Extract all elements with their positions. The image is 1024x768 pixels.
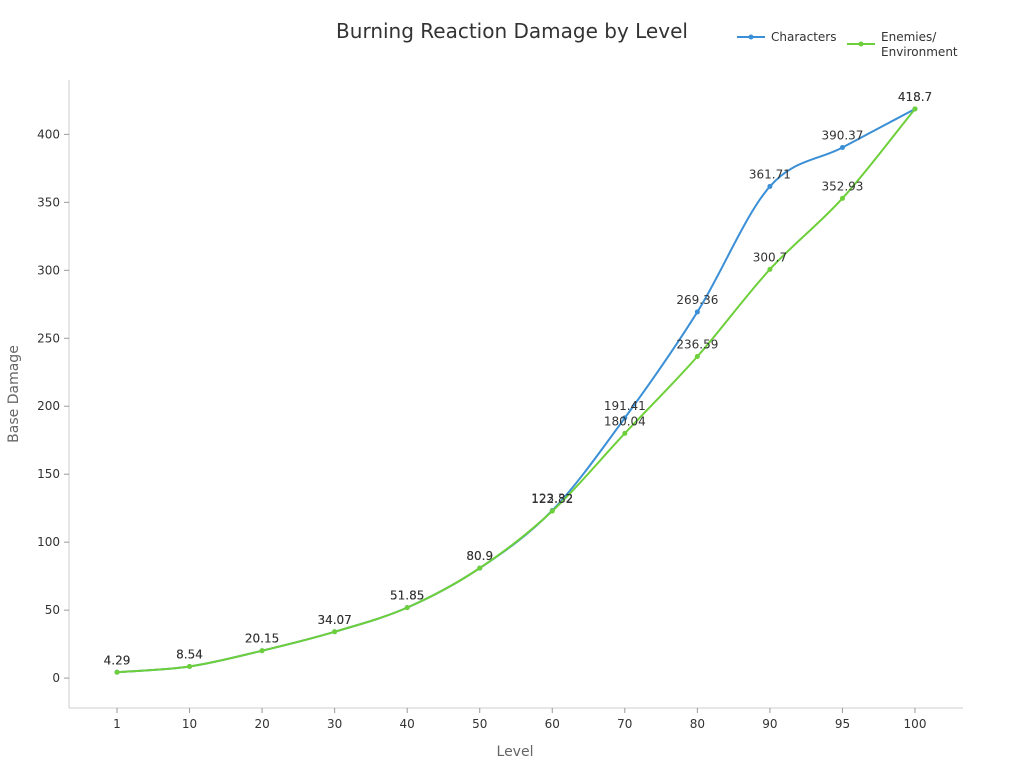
- data-label: 51.85: [390, 589, 424, 603]
- legend-label: Enemies/Environment: [881, 30, 958, 59]
- legend-label: Characters: [771, 30, 837, 44]
- data-label: 51.85: [390, 589, 424, 603]
- data-label: 20.15: [245, 632, 279, 646]
- data-point: [114, 669, 120, 675]
- data-label: 269.36: [676, 293, 718, 307]
- data-point: [622, 415, 628, 421]
- y-tick-label: 350: [37, 195, 60, 209]
- data-label: 418.7: [898, 90, 932, 104]
- data-label: 122.82: [531, 492, 573, 506]
- data-point: [332, 629, 338, 635]
- data-label: 4.29: [104, 653, 131, 667]
- y-tick-label: 200: [37, 399, 60, 413]
- y-tick-label: 50: [45, 603, 60, 617]
- x-tick-label: 40: [400, 717, 415, 731]
- x-tick-label: 30: [327, 717, 342, 731]
- y-tick-label: 100: [37, 535, 60, 549]
- x-tick-label: 100: [904, 717, 927, 731]
- x-tick-label: 10: [182, 717, 197, 731]
- data-label: 20.15: [245, 632, 279, 646]
- data-label: 34.07: [317, 613, 351, 627]
- data-label: 80.9: [466, 549, 493, 563]
- data-label: 236.59: [676, 337, 718, 351]
- data-point: [694, 309, 700, 315]
- data-point: [839, 195, 845, 201]
- data-point: [404, 605, 410, 611]
- y-tick-label: 0: [52, 671, 60, 685]
- legend-marker: [858, 41, 864, 47]
- data-point: [767, 183, 773, 189]
- series-line-1: [116, 108, 916, 674]
- data-point: [187, 663, 193, 669]
- data-label: 300.7: [753, 250, 787, 264]
- data-point: [839, 144, 845, 150]
- data-label: 8.54: [176, 647, 203, 661]
- legend-marker: [748, 34, 754, 40]
- data-label: 4.29: [104, 653, 131, 667]
- data-label: 180.04: [604, 414, 646, 428]
- data-label: 418.7: [898, 90, 932, 104]
- data-label: 191.41: [604, 399, 646, 413]
- chart-title: Burning Reaction Damage by Level: [336, 19, 688, 43]
- y-axis-title: Base Damage: [6, 345, 22, 443]
- x-tick-label: 50: [472, 717, 487, 731]
- x-tick-label: 95: [835, 717, 850, 731]
- data-label: 34.07: [317, 613, 351, 627]
- data-point: [259, 648, 265, 654]
- data-label: 361.71: [749, 167, 791, 181]
- x-tick-label: 80: [690, 717, 705, 731]
- x-tick-label: 70: [617, 717, 632, 731]
- y-tick-label: 250: [37, 331, 60, 345]
- data-label: 352.93: [821, 179, 863, 193]
- data-point: [622, 430, 628, 436]
- x-axis-title: Level: [497, 744, 534, 760]
- x-tick-label: 90: [762, 717, 777, 731]
- series-line-0: [116, 108, 916, 674]
- data-label: 80.9: [466, 549, 493, 563]
- data-label: 8.54: [176, 647, 203, 661]
- x-tick-label: 20: [254, 717, 269, 731]
- data-point: [694, 353, 700, 359]
- legend-label-line: Enemies/: [881, 30, 937, 44]
- y-tick-label: 300: [37, 263, 60, 277]
- x-tick-label: 60: [545, 717, 560, 731]
- data-label: 390.37: [821, 128, 863, 142]
- x-tick-label: 1: [113, 717, 121, 731]
- data-point: [549, 508, 555, 514]
- data-point: [477, 565, 483, 571]
- legend-label-line: Environment: [881, 45, 958, 59]
- y-tick-label: 150: [37, 467, 60, 481]
- legend-label-line: Characters: [771, 30, 837, 44]
- data-point: [767, 266, 773, 272]
- y-tick-label: 400: [37, 127, 60, 141]
- data-point: [912, 106, 918, 112]
